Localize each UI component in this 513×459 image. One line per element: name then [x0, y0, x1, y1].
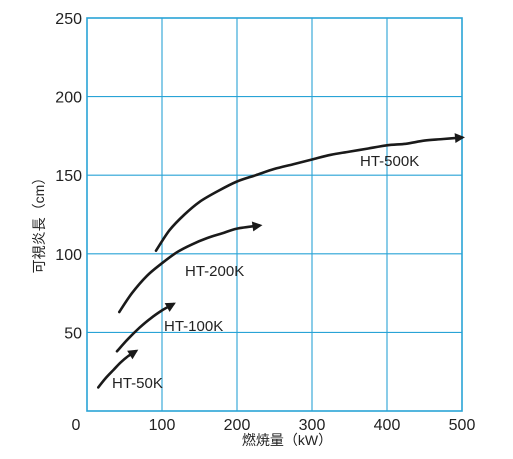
x-tick-label: 100 [149, 417, 176, 434]
x-tick-label: 0 [72, 417, 81, 434]
series-label-ht-200k: HT-200K [185, 263, 244, 280]
series-label-ht-500k: HT-500K [360, 153, 419, 170]
arrowhead-ht-200k [251, 221, 263, 232]
x-tick-label: 500 [449, 417, 476, 434]
x-tick-label: 200 [224, 417, 251, 434]
x-tick-labels: 0 100 200 300 400 500 [72, 417, 476, 434]
y-tick-labels: 50 100 150 200 250 [55, 11, 82, 342]
arrowhead-ht-50k [127, 349, 139, 360]
grid [87, 18, 462, 411]
curve-ht-100k [115, 302, 175, 353]
plot-frame [86, 17, 463, 412]
series-label-ht-100k: HT-100K [164, 318, 223, 335]
y-tick-label: 200 [55, 90, 82, 107]
y-tick-label: 50 [64, 325, 82, 342]
curve-ht-200k [118, 224, 261, 314]
series-label-ht-50k: HT-50K [112, 375, 163, 392]
arrowhead-ht-100k [164, 302, 176, 312]
series-labels: HT-50K HT-100K HT-200K HT-500K [112, 153, 419, 392]
arrowhead-ht-500k [454, 133, 465, 144]
y-tick-label: 250 [55, 11, 82, 28]
x-axis-title: 燃焼量（kW） [242, 432, 332, 448]
y-tick-label: 150 [55, 168, 82, 185]
y-tick-label: 100 [55, 247, 82, 264]
y-axis-title: 可視炎長（cm） [31, 171, 47, 274]
curve-ht-500k [154, 136, 464, 252]
series-curves [97, 133, 465, 389]
x-tick-label: 400 [374, 417, 401, 434]
curve-ht-50k [97, 350, 138, 389]
x-tick-label: 300 [299, 417, 326, 434]
